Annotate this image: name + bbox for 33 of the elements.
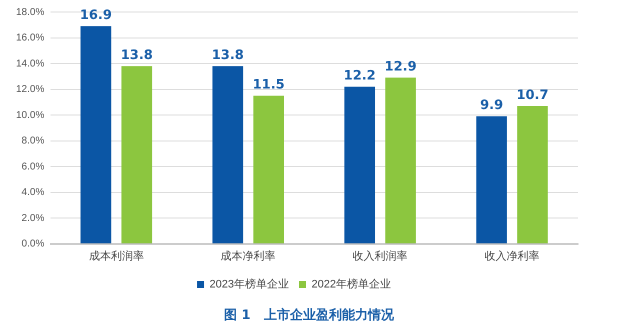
x-tick-label: 收入利润率 — [352, 249, 408, 262]
data-label: 16.9 — [80, 8, 112, 24]
y-tick-label: 6.0% — [22, 161, 44, 172]
legend-label: 2023年榜单企业 — [210, 278, 290, 291]
y-tick-label: 12.0% — [16, 84, 44, 96]
y-tick-label: 8.0% — [22, 136, 44, 147]
data-label: 9.9 — [480, 98, 504, 114]
legend-label: 2022年榜单企业 — [312, 278, 391, 291]
text: 图 1 上市企业盈利能力情况 — [222, 306, 396, 324]
bar — [253, 96, 284, 244]
y-tick-label: 2.0% — [22, 212, 44, 224]
bar — [212, 66, 244, 244]
bar — [121, 66, 152, 244]
bar — [385, 78, 416, 244]
y-tick-label: 0.0% — [22, 238, 44, 250]
x-tick-label: 成本净利率 — [220, 249, 276, 262]
bar — [517, 106, 548, 244]
data-label: 10.7 — [516, 88, 549, 103]
x-tick-label: 收入净利率 — [484, 249, 540, 262]
data-label: 11.5 — [252, 78, 285, 93]
bar — [80, 26, 112, 244]
bar — [476, 116, 507, 244]
y-tick-label: 16.0% — [16, 32, 44, 44]
data-label: 12.9 — [384, 60, 417, 75]
y-tick-label: 10.0% — [16, 110, 44, 121]
x-tick-label: 成本利润率 — [88, 249, 144, 262]
bar — [344, 86, 376, 244]
data-label: 13.8 — [212, 48, 244, 63]
data-label: 12.2 — [344, 68, 376, 84]
y-tick-label: 18.0% — [16, 6, 44, 18]
data-label: 13.8 — [120, 48, 153, 63]
y-tick-label: 4.0% — [22, 187, 44, 198]
y-tick-label: 14.0% — [16, 58, 44, 70]
